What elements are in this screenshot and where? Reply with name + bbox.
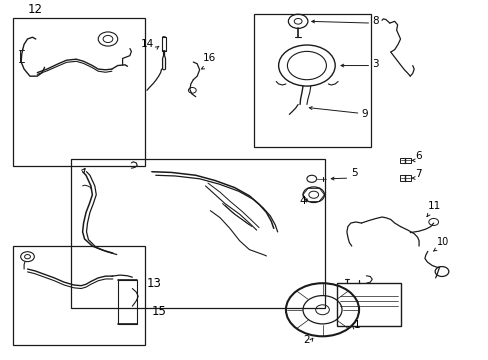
Bar xyxy=(399,158,410,163)
Text: 3: 3 xyxy=(371,59,378,69)
Text: 11: 11 xyxy=(427,201,440,211)
Text: 6: 6 xyxy=(414,151,421,161)
Text: 10: 10 xyxy=(436,237,448,247)
Text: 2: 2 xyxy=(303,335,309,345)
Bar xyxy=(254,14,370,147)
Text: 16: 16 xyxy=(203,53,216,63)
Text: 7: 7 xyxy=(414,169,421,179)
Text: 8: 8 xyxy=(371,16,378,26)
Bar xyxy=(118,280,137,324)
Bar xyxy=(13,246,144,345)
Text: 9: 9 xyxy=(361,109,367,119)
Text: 5: 5 xyxy=(350,168,357,178)
Text: 12: 12 xyxy=(27,3,42,16)
Bar xyxy=(71,159,325,308)
Bar xyxy=(13,18,144,166)
Text: 15: 15 xyxy=(152,305,166,318)
Bar xyxy=(336,283,400,326)
Text: 14: 14 xyxy=(141,39,154,49)
Text: 1: 1 xyxy=(353,320,359,330)
Bar xyxy=(399,175,410,181)
Text: 4: 4 xyxy=(299,196,305,206)
Text: 13: 13 xyxy=(147,277,162,290)
